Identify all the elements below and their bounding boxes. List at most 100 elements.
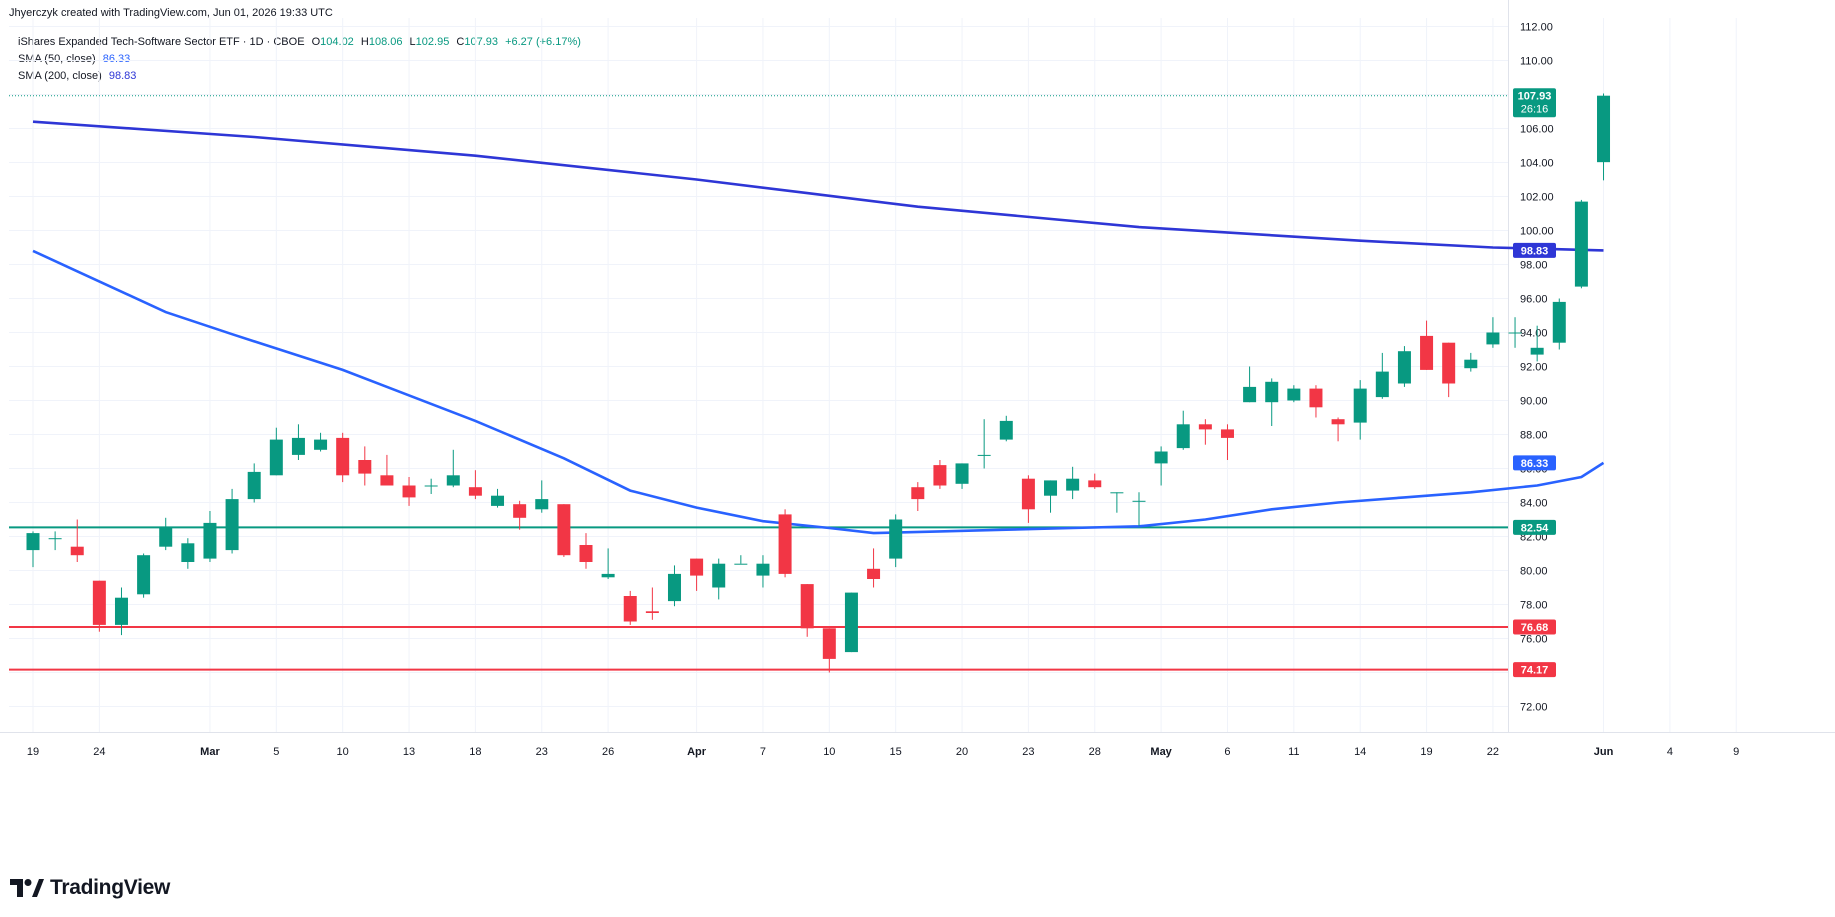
tradingview-wordmark: TradingView — [50, 876, 171, 899]
candle-body — [1309, 388, 1323, 408]
candle-body — [1552, 301, 1566, 343]
candle — [491, 488, 505, 508]
candle-body — [1464, 359, 1478, 369]
price-axis-tick-label: 100.00 — [1520, 226, 1554, 238]
candle-body — [1044, 480, 1058, 496]
price-axis-tick-label: 88.00 — [1520, 430, 1548, 442]
hline-price-badge: 76.68 — [1513, 619, 1556, 635]
time-axis-tick-label: 10 — [337, 746, 349, 758]
candle-body — [358, 460, 372, 474]
bar-countdown-label: 26:16 — [1521, 104, 1549, 116]
candle — [26, 531, 40, 568]
time-axis-tick-label: Mar — [200, 746, 220, 758]
candle — [1397, 346, 1411, 387]
legend-sma50-value: 86.33 — [102, 53, 131, 65]
candle — [291, 424, 305, 460]
candle — [137, 553, 151, 598]
candle-body — [645, 611, 659, 613]
candle-body — [92, 580, 106, 625]
candle-body — [114, 597, 128, 625]
candle — [933, 460, 947, 489]
candle-body — [446, 475, 460, 486]
candle — [1132, 492, 1146, 527]
candle — [645, 587, 659, 620]
time-axis-tick-label: 10 — [823, 746, 835, 758]
candle-body — [800, 584, 814, 629]
candle — [336, 432, 350, 483]
time-axis-tick-label: 28 — [1089, 746, 1101, 758]
candle-body — [1442, 342, 1456, 384]
legend-sma50-row[interactable]: SMA (50, close) 86.33 — [18, 51, 581, 68]
candle — [92, 580, 106, 632]
last-price-badge-bg — [1513, 88, 1556, 118]
candle — [114, 587, 128, 636]
candle — [734, 555, 748, 565]
candle-body — [1287, 388, 1301, 401]
candle-body — [1066, 478, 1080, 491]
hline-price-badge-label: 82.54 — [1521, 522, 1549, 534]
legend-change: +6.27 (+6.17%) — [505, 36, 581, 48]
chart-legend: iShares Expanded Tech-Software Sector ET… — [18, 34, 581, 85]
candle-body — [159, 528, 173, 547]
price-axis-tick-label: 98.00 — [1520, 260, 1548, 272]
candle — [844, 592, 858, 653]
candle — [225, 488, 239, 554]
candle — [1044, 480, 1058, 513]
candle — [955, 463, 969, 489]
candle — [1265, 378, 1279, 426]
legend-sma200-row[interactable]: SMA (200, close) 98.83 — [18, 68, 581, 85]
hline-price-badge-bg — [1513, 519, 1556, 535]
sma50-price-badge-label: 86.33 — [1521, 458, 1549, 470]
candle — [203, 511, 217, 562]
candle — [623, 590, 637, 625]
candle-body — [336, 437, 350, 476]
candle-body — [291, 437, 305, 455]
time-axis-tick-label: 5 — [273, 746, 279, 758]
candle-body — [999, 420, 1013, 440]
candle — [756, 555, 770, 588]
candle — [690, 558, 704, 591]
candle-body — [1375, 371, 1389, 398]
candle-body — [424, 485, 438, 487]
candle — [48, 531, 62, 551]
candle-body — [1198, 424, 1212, 430]
time-axis-tick-label: 26 — [602, 746, 614, 758]
time-axis-tick-label: 11 — [1288, 746, 1299, 758]
tradingview-brand[interactable]: TradingView — [10, 876, 170, 900]
candle-body — [181, 543, 195, 562]
candle — [1552, 298, 1566, 350]
candle — [1220, 424, 1234, 460]
legend-symbol[interactable]: iShares Expanded Tech-Software Sector ET… — [18, 36, 305, 48]
hline-price-badge-label: 74.17 — [1521, 665, 1549, 677]
candle-body — [667, 573, 681, 602]
time-axis-tick-label: 15 — [890, 746, 902, 758]
sma200-line — [32, 120, 1604, 252]
candle — [1066, 466, 1080, 500]
time-axis-tick-label: 6 — [1224, 746, 1230, 758]
time-axis-tick-label: 20 — [956, 746, 968, 758]
time-axis-tick-label: 23 — [1022, 746, 1034, 758]
candle-body — [778, 514, 792, 574]
candle — [70, 519, 84, 562]
time-axis-tick-label: 19 — [27, 746, 39, 758]
candle — [1154, 446, 1168, 486]
candle-body — [690, 558, 704, 576]
price-axis-tick-label: 106.00 — [1520, 124, 1554, 136]
sma200-price-badge: 98.83 — [1513, 242, 1556, 258]
candle — [712, 558, 726, 600]
candle-body — [1508, 332, 1522, 334]
time-axis-tick-label: 14 — [1354, 746, 1366, 758]
candle — [358, 446, 372, 486]
candle — [1021, 475, 1035, 523]
candle-body — [1420, 335, 1434, 370]
legend-symbol-row: iShares Expanded Tech-Software Sector ET… — [18, 34, 581, 51]
legend-high-value: 108.06 — [368, 36, 403, 48]
time-axis-tick-label: 22 — [1487, 746, 1499, 758]
candle-body — [756, 563, 770, 576]
candle-body — [911, 487, 925, 500]
hline-price-badge-bg — [1513, 619, 1556, 635]
candle — [778, 509, 792, 578]
candle-body — [1353, 388, 1367, 423]
